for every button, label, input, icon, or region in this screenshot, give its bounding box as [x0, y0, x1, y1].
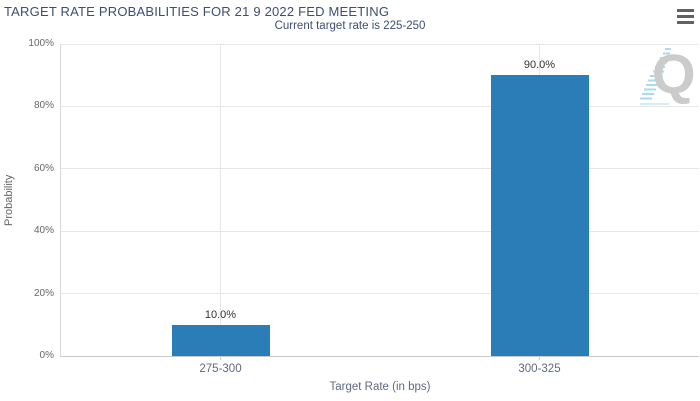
y-axis-title: Probability	[3, 174, 15, 226]
y-tick-label: 80%	[33, 100, 54, 112]
value-label: 90.0%	[523, 59, 556, 72]
category-label: 275-300	[199, 363, 242, 375]
y-tick-label: 0%	[39, 350, 54, 361]
plot-area: Target Rate (in bps) 0% 20% 40% 60% 80% 100% 2…	[28, 38, 699, 393]
y-tick-label: 60%	[33, 162, 54, 174]
y-tick-label: 40%	[33, 225, 54, 237]
x-axis-tick	[220, 356, 221, 360]
gridline-horizontal	[61, 43, 699, 45]
y-tick-label: 100%	[28, 38, 54, 49]
gridline-horizontal	[61, 168, 699, 170]
x-axis-tick	[539, 356, 540, 360]
hamburger-icon[interactable]	[677, 9, 694, 24]
gridline-horizontal	[61, 230, 699, 232]
menu-bar	[677, 15, 694, 18]
chart-subtitle: Current target rate is 225-250	[274, 20, 426, 32]
chart-title: TARGET RATE PROBABILITIES FOR 21 9 2022 …	[4, 4, 390, 19]
gridline-horizontal	[61, 293, 699, 295]
bar[interactable]	[171, 324, 270, 356]
category-label: 300-325	[518, 363, 561, 375]
x-axis-title: Target Rate (in bps)	[329, 381, 431, 393]
y-tick-label: 20%	[33, 287, 54, 299]
menu-bar	[677, 21, 694, 24]
gridline-horizontal	[61, 105, 699, 107]
bar[interactable]	[490, 75, 589, 356]
value-label: 10.0%	[204, 308, 237, 321]
menu-bar	[677, 9, 694, 12]
gridline-vertical	[220, 44, 221, 356]
